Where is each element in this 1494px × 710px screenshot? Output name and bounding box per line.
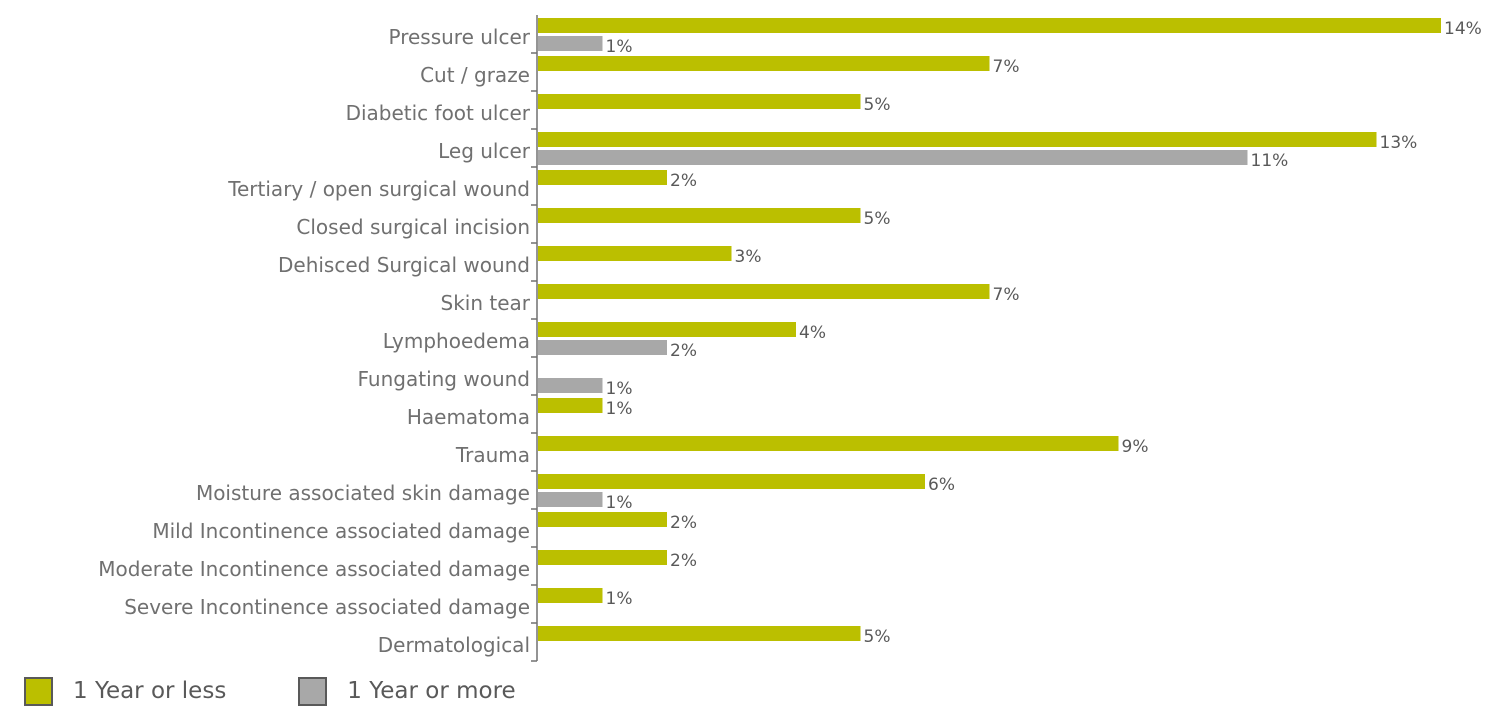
category-label: Dehisced Surgical wound bbox=[278, 253, 530, 277]
data-label-series-1: 2% bbox=[670, 551, 697, 571]
legend-swatch-series-2 bbox=[298, 676, 328, 706]
bar-series-1 bbox=[538, 18, 1441, 33]
data-label-series-2: 1% bbox=[606, 493, 633, 513]
category-label: Pressure ulcer bbox=[388, 25, 530, 49]
category-label: Diabetic foot ulcer bbox=[346, 101, 531, 125]
category-label: Mild Incontinence associated damage bbox=[152, 519, 530, 543]
bar-series-1 bbox=[538, 626, 861, 641]
bar-series-1 bbox=[538, 284, 990, 299]
data-label-series-1: 4% bbox=[799, 323, 826, 343]
data-label-series-1: 2% bbox=[670, 171, 697, 191]
data-label-series-2: 1% bbox=[606, 379, 633, 399]
bar-series-1 bbox=[538, 170, 667, 185]
bar-series-1 bbox=[538, 512, 667, 527]
bar-series-2 bbox=[538, 378, 603, 393]
bar-series-1 bbox=[538, 474, 925, 489]
category-label: Severe Incontinence associated damage bbox=[124, 595, 530, 619]
data-label-series-1: 1% bbox=[606, 589, 633, 609]
bar-series-1 bbox=[538, 588, 603, 603]
data-label-series-1: 3% bbox=[735, 247, 762, 267]
category-label: Leg ulcer bbox=[438, 139, 531, 163]
data-label-series-1: 13% bbox=[1380, 133, 1418, 153]
bar-series-1 bbox=[538, 132, 1377, 147]
category-label: Lymphoedema bbox=[383, 329, 530, 353]
bar-series-1 bbox=[538, 550, 667, 565]
bar-series-2 bbox=[538, 150, 1248, 165]
data-label-series-1: 9% bbox=[1122, 437, 1149, 457]
data-label-series-1: 5% bbox=[864, 95, 891, 115]
category-label: Tertiary / open surgical wound bbox=[227, 177, 530, 201]
legend-label-series-2: 1 Year or more bbox=[347, 678, 516, 704]
bar-series-2 bbox=[538, 340, 667, 355]
category-label: Trauma bbox=[455, 443, 530, 467]
category-label: Moisture associated skin damage bbox=[196, 481, 530, 505]
bar-series-2 bbox=[538, 36, 603, 51]
bar-series-1 bbox=[538, 436, 1119, 451]
bar-series-2 bbox=[538, 492, 603, 507]
bar-series-1 bbox=[538, 322, 796, 337]
legend-item-series-1: 1 Year or less bbox=[0, 676, 227, 706]
category-label: Cut / graze bbox=[420, 63, 530, 87]
data-label-series-1: 14% bbox=[1444, 19, 1482, 39]
bar-series-1 bbox=[538, 94, 861, 109]
bar-chart: Pressure ulcer 14% 1% Cut / graze 7% Diabetic… bbox=[98, 15, 1482, 662]
data-label-series-2: 2% bbox=[670, 341, 697, 361]
bar-series-1 bbox=[538, 246, 732, 261]
bar-series-1 bbox=[538, 208, 861, 223]
legend-swatch-series-1 bbox=[24, 676, 53, 706]
data-label-series-1: 2% bbox=[670, 513, 697, 533]
data-label-series-1: 7% bbox=[993, 285, 1020, 305]
data-label-series-1: 1% bbox=[606, 399, 633, 419]
data-label-series-1: 5% bbox=[864, 209, 891, 229]
legend-item-series-2: 1 Year or more bbox=[274, 676, 516, 706]
category-label: Moderate Incontinence associated damage bbox=[98, 557, 530, 581]
category-label: Closed surgical incision bbox=[296, 215, 530, 239]
category-label: Skin tear bbox=[441, 291, 531, 315]
legend: 1 Year or less 1 Year or more bbox=[0, 672, 564, 710]
category-label: Dermatological bbox=[378, 633, 530, 657]
legend-label-series-1: 1 Year or less bbox=[73, 678, 227, 704]
data-label-series-2: 1% bbox=[606, 37, 633, 57]
category-label: Fungating wound bbox=[358, 367, 530, 391]
category-label: Haematoma bbox=[407, 405, 530, 429]
data-label-series-2: 11% bbox=[1251, 151, 1289, 171]
data-label-series-1: 6% bbox=[928, 475, 955, 495]
data-label-series-1: 7% bbox=[993, 57, 1020, 77]
data-label-series-1: 5% bbox=[864, 627, 891, 647]
bar-series-1 bbox=[538, 56, 990, 71]
bar-series-1 bbox=[538, 398, 603, 413]
